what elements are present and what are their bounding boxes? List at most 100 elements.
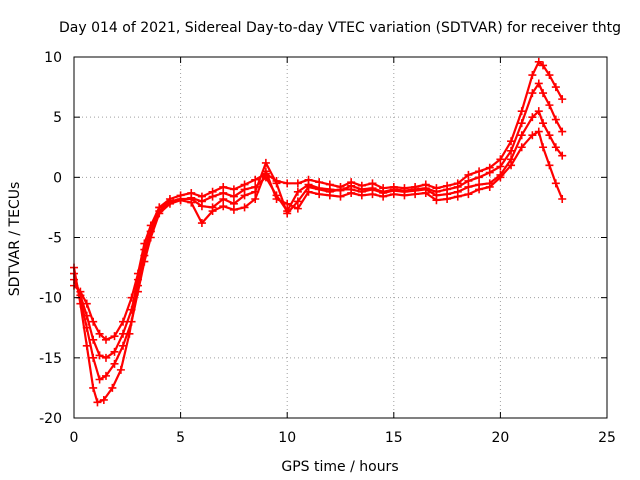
y-tick-label: -15 <box>39 351 62 367</box>
data-point-marker <box>464 182 473 191</box>
data-point-marker <box>219 194 228 203</box>
data-point-marker <box>240 203 249 212</box>
data-point-marker <box>528 113 537 122</box>
data-point-marker <box>558 127 567 136</box>
data-point-marker <box>475 173 484 182</box>
data-point-marker <box>304 187 313 196</box>
data-point-marker <box>528 89 537 98</box>
data-point-marker <box>229 185 238 194</box>
data-point-marker <box>197 202 206 211</box>
data-point-marker <box>176 196 185 205</box>
data-point-marker <box>110 359 119 368</box>
data-point-marker <box>119 341 128 350</box>
data-point-marker <box>108 383 117 392</box>
x-tick-label: 0 <box>70 430 79 446</box>
data-point-marker <box>95 375 104 384</box>
x-tick-label: 20 <box>491 430 509 446</box>
data-point-marker <box>551 143 560 152</box>
data-point-marker <box>140 239 149 248</box>
data-point-marker <box>119 317 128 326</box>
data-point-marker <box>133 269 142 278</box>
data-point-marker <box>293 197 302 206</box>
data-point-marker <box>110 332 119 341</box>
data-point-marker <box>475 185 484 194</box>
data-point-marker <box>517 107 526 116</box>
data-point-marker <box>389 190 398 199</box>
series-track-3 <box>70 107 567 362</box>
data-point-marker <box>545 71 554 80</box>
data-point-marker <box>219 202 228 211</box>
data-point-marker <box>146 221 155 230</box>
data-point-marker <box>127 305 136 314</box>
data-point-marker <box>534 57 543 66</box>
data-point-marker <box>229 192 238 201</box>
y-axis-title: SDTVAR / TECUs <box>7 182 23 297</box>
data-point-marker <box>558 194 567 203</box>
data-point-marker <box>283 179 292 188</box>
data-point-marker <box>272 194 281 203</box>
x-axis-title: GPS time / hours <box>281 459 398 475</box>
data-point-marker <box>496 155 505 164</box>
grid-layer <box>74 57 607 418</box>
data-point-marker <box>82 311 91 320</box>
x-tick-label: 25 <box>598 430 616 446</box>
data-point-marker <box>421 188 430 197</box>
data-point-marker <box>76 287 85 296</box>
data-point-marker <box>101 335 110 344</box>
x-tick-label: 15 <box>385 430 403 446</box>
data-point-marker <box>208 192 217 201</box>
series-line <box>73 130 564 341</box>
data-point-marker <box>443 194 452 203</box>
data-point-marker <box>272 179 281 188</box>
data-point-marker <box>432 196 441 205</box>
data-point-marker <box>545 161 554 170</box>
data-point-marker <box>453 192 462 201</box>
data-point-marker <box>517 131 526 140</box>
data-point-marker <box>325 191 334 200</box>
data-point-marker <box>251 175 260 184</box>
series-track-4 <box>70 127 567 344</box>
data-point-marker <box>95 329 104 338</box>
data-point-marker <box>496 162 505 171</box>
data-point-marker <box>411 190 420 199</box>
y-tick-label: 5 <box>53 110 62 126</box>
data-point-marker <box>528 71 537 80</box>
data-point-marker <box>127 317 136 326</box>
y-tick-label: 10 <box>44 50 62 66</box>
data-point-marker <box>539 89 548 98</box>
data-point-marker <box>357 191 366 200</box>
data-point-marker <box>95 351 104 360</box>
data-point-marker <box>551 115 560 124</box>
data-point-marker <box>293 187 302 196</box>
data-point-marker <box>400 191 409 200</box>
data-point-marker <box>534 127 543 136</box>
data-point-marker <box>558 151 567 160</box>
data-point-marker <box>155 203 164 212</box>
y-tick-label: 0 <box>53 170 62 186</box>
y-tick-label: -10 <box>39 291 62 307</box>
data-point-marker <box>485 182 494 191</box>
data-point-marker <box>187 198 196 207</box>
data-point-marker <box>127 293 136 302</box>
data-point-marker <box>539 143 548 152</box>
axis-layer: 0 5 10 15 20 25 -20 -15 -10 -5 0 5 10 <box>39 50 616 446</box>
y-tick-label: -20 <box>39 411 62 427</box>
chart-title: Day 014 of 2021, Sidereal Day-to-day VTE… <box>59 20 621 36</box>
data-point-marker <box>261 167 270 176</box>
data-point-marker <box>293 204 302 213</box>
series-track-1 <box>70 57 567 407</box>
data-point-marker <box>534 79 543 88</box>
data-point-marker <box>99 395 108 404</box>
data-point-marker <box>368 190 377 199</box>
data-point-marker <box>110 347 119 356</box>
data-point-marker <box>336 192 345 201</box>
data-point-marker <box>197 219 206 228</box>
data-point-marker <box>507 161 516 170</box>
x-tick-label: 5 <box>176 430 185 446</box>
data-point-marker <box>261 158 270 167</box>
data-point-marker <box>251 194 260 203</box>
data-point-marker <box>82 341 91 350</box>
data-point-marker <box>528 131 537 140</box>
data-point-marker <box>539 61 548 70</box>
data-point-marker <box>89 335 98 344</box>
